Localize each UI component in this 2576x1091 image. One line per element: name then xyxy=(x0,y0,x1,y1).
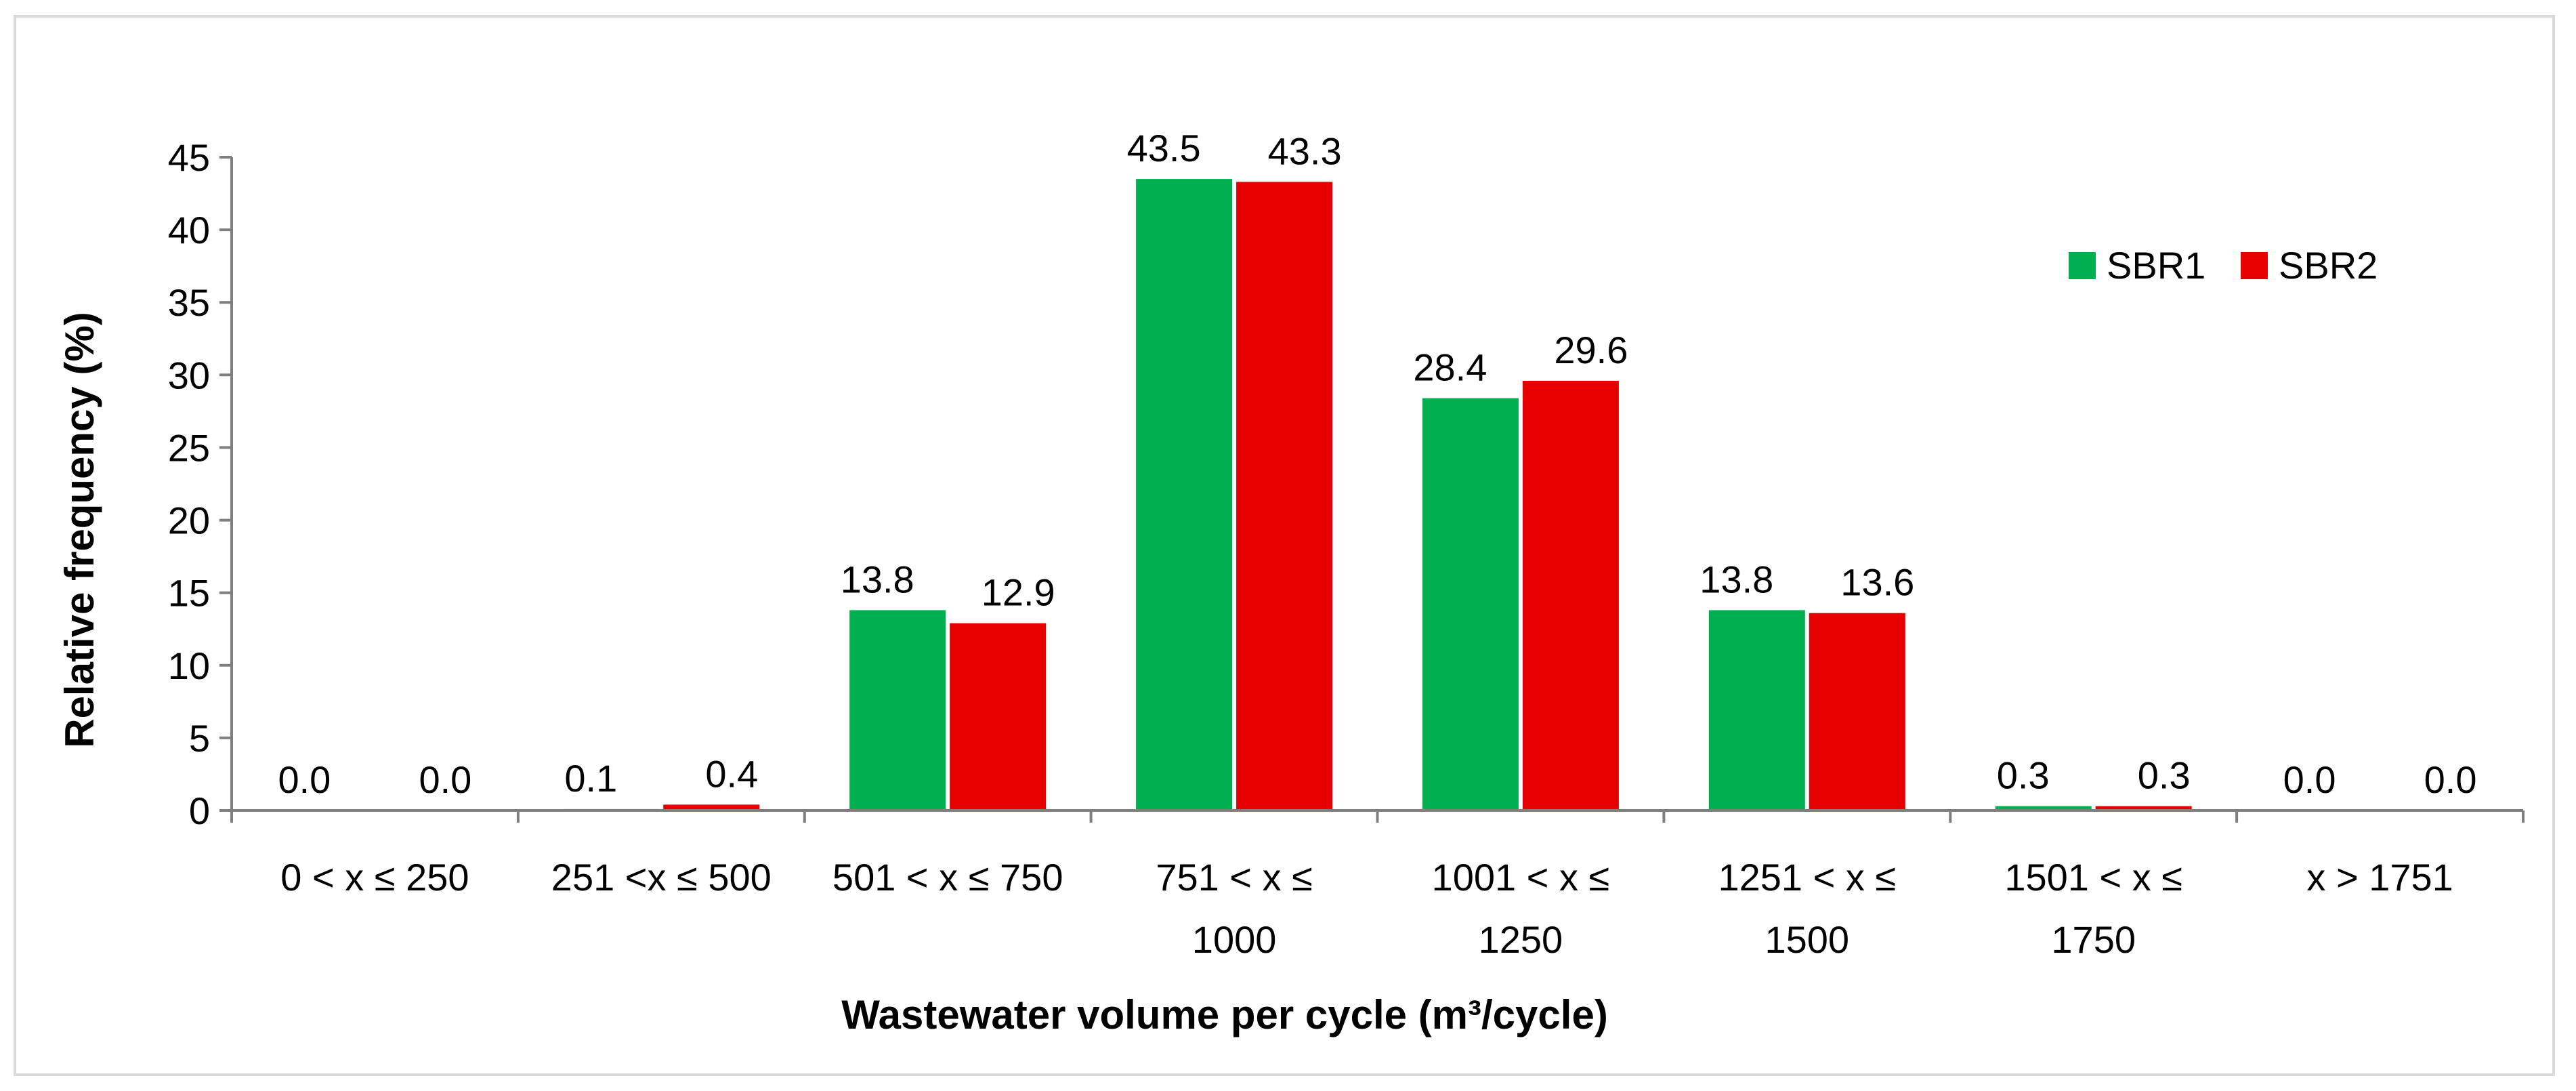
data-label-sbr1-5: 28.4 xyxy=(1413,346,1487,389)
data-label-sbr2-7: 0.3 xyxy=(2138,754,2191,797)
legend-swatch-sbr2 xyxy=(2241,252,2268,279)
legend: SBR1 SBR2 xyxy=(2069,244,2378,287)
data-label-sbr2-8: 0.0 xyxy=(2424,758,2477,801)
data-label-sbr1-4: 43.5 xyxy=(1127,127,1201,169)
data-label-sbr2-2: 0.4 xyxy=(705,752,758,795)
labels-layer: 0.0 0.0 0.1 0.4 13.8 12.9 43.5 43.3 28.4 29.6 13.8… xyxy=(278,127,2476,801)
x-tick-label-5-line2: 1250 xyxy=(1479,918,1563,961)
data-label-sbr1-7: 0.3 xyxy=(1997,754,2050,797)
y-tick-label-35: 35 xyxy=(168,281,210,324)
y-tick-label-0: 0 xyxy=(189,789,210,832)
data-label-sbr2-5: 29.6 xyxy=(1554,329,1628,371)
x-tick-label-6-line1: 1251 < x ≤ xyxy=(1718,856,1896,899)
x-tick-label-1: 0 < x ≤ 250 xyxy=(280,856,469,899)
bar-sbr2-3 xyxy=(950,623,1047,810)
y-tick-label-25: 25 xyxy=(168,426,210,469)
legend-label-sbr2: SBR2 xyxy=(2279,244,2378,287)
x-tick-label-7-line2: 1750 xyxy=(2051,918,2136,961)
bar-sbr1-3 xyxy=(849,610,946,810)
bar-sbr1-4 xyxy=(1136,179,1233,811)
bar-sbr2-2 xyxy=(663,804,760,810)
x-tick-label-6-line2: 1500 xyxy=(1765,918,1850,961)
bar-sbr2-4 xyxy=(1236,182,1333,810)
data-label-sbr2-3: 12.9 xyxy=(981,571,1055,614)
y-tick-label-20: 20 xyxy=(168,499,210,542)
axes-layer: 0 5 10 15 20 25 30 35 40 45 0 < x ≤ 250 251 <x ≤ 50… xyxy=(168,136,2525,961)
legend-swatch-sbr1 xyxy=(2069,252,2096,279)
data-label-sbr2-4: 43.3 xyxy=(1268,129,1342,172)
y-tick-label-15: 15 xyxy=(168,572,210,615)
data-label-sbr1-2: 0.1 xyxy=(564,757,617,800)
x-tick-label-5-line1: 1001 < x ≤ xyxy=(1432,856,1610,899)
x-axis-title: Wastewater volume per cycle (m³/cycle) xyxy=(841,992,1608,1037)
y-tick-label-40: 40 xyxy=(168,209,210,251)
bar-sbr1-6 xyxy=(1708,610,1805,810)
x-tick-label-2: 251 <x ≤ 500 xyxy=(551,856,772,899)
bar-sbr1-7 xyxy=(1995,806,2092,810)
y-tick-label-10: 10 xyxy=(168,644,210,687)
data-label-sbr2-6: 13.6 xyxy=(1840,561,1914,604)
data-label-sbr1-1: 0.0 xyxy=(278,758,331,801)
bar-sbr1-5 xyxy=(1422,398,1519,810)
bar-sbr2-7 xyxy=(2095,806,2192,810)
x-tick-label-8: x > 1751 xyxy=(2306,856,2453,899)
bars-layer xyxy=(563,179,2192,811)
bar-sbr2-6 xyxy=(1809,613,1905,810)
x-tick-label-4-line2: 1000 xyxy=(1192,918,1277,961)
x-tick-label-3: 501 < x ≤ 750 xyxy=(832,856,1063,899)
y-tick-label-5: 5 xyxy=(189,717,210,760)
data-label-sbr1-8: 0.0 xyxy=(2283,758,2336,801)
bar-sbr2-5 xyxy=(1522,380,1619,810)
x-tick-label-7-line1: 1501 < x ≤ xyxy=(2004,856,2182,899)
y-axis-title: Relative frequency (%) xyxy=(57,312,102,748)
y-tick-label-30: 30 xyxy=(168,354,210,396)
y-tick-label-45: 45 xyxy=(168,136,210,179)
legend-label-sbr1: SBR1 xyxy=(2107,244,2205,287)
data-label-sbr1-6: 13.8 xyxy=(1699,558,1773,600)
data-label-sbr2-1: 0.0 xyxy=(419,758,471,801)
data-label-sbr1-3: 13.8 xyxy=(841,558,914,600)
x-tick-label-4-line1: 751 < x ≤ xyxy=(1156,856,1313,899)
